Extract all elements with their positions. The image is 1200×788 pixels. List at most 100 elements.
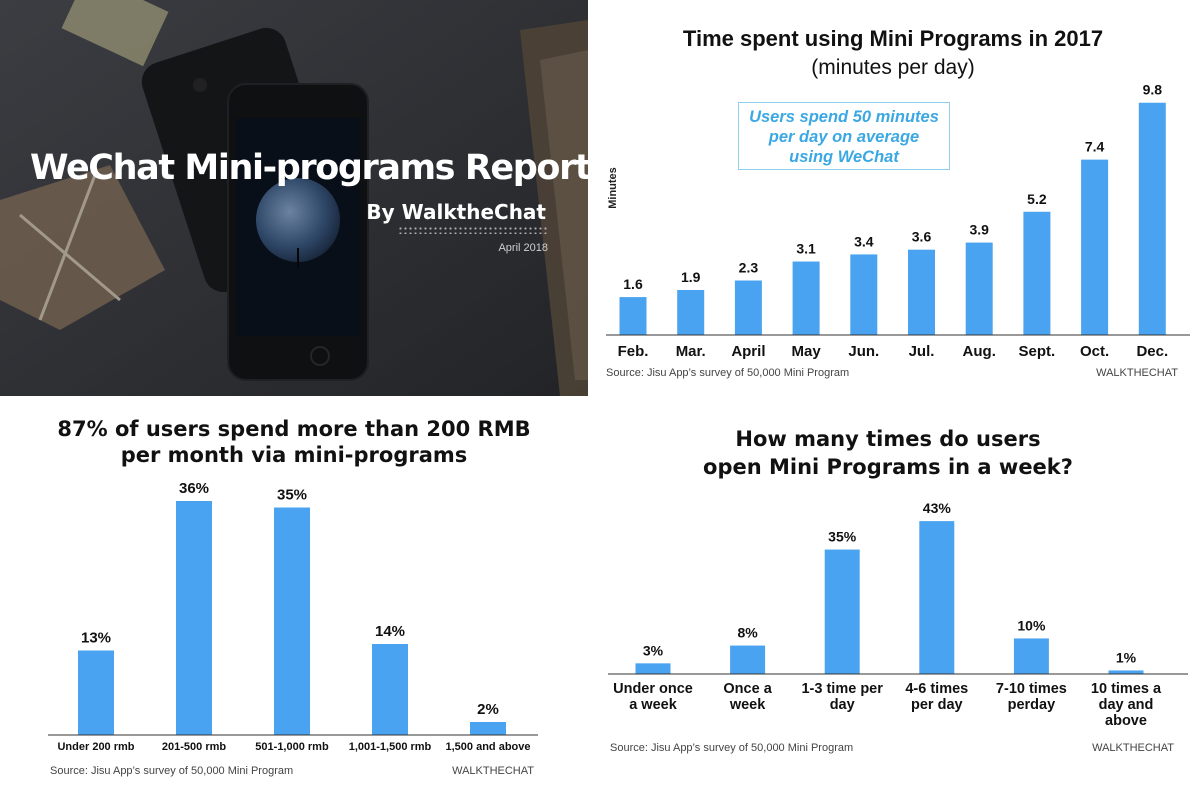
chart-title-line: How many times do users <box>735 427 1040 451</box>
bar <box>919 521 955 674</box>
x-tick-label: day and <box>1099 697 1154 713</box>
x-tick-label: Oct. <box>1080 343 1109 360</box>
data-label: 35% <box>828 529 857 545</box>
x-tick-label: Jul. <box>909 343 935 360</box>
x-tick-label: 1-3 time per <box>801 681 883 697</box>
x-tick-label: Under 200 rmb <box>57 741 134 753</box>
bar <box>470 722 506 735</box>
bar <box>1138 102 1166 336</box>
x-tick-label: Feb. <box>618 343 649 360</box>
x-tick-label: Under once <box>613 681 693 697</box>
bar <box>730 645 766 674</box>
bar <box>965 242 993 335</box>
x-tick-label: Sept. <box>1019 343 1056 360</box>
data-label: 3% <box>643 642 664 658</box>
data-label: 3.1 <box>796 241 816 257</box>
data-label: 1.9 <box>681 269 701 285</box>
open-frequency-chart-panel: How many times do users open Mini Progra… <box>596 404 1200 788</box>
spending-chart: 87% of users spend more than 200 RMB per… <box>48 417 538 777</box>
data-label: 2% <box>477 701 499 718</box>
x-tick-label: May <box>792 343 822 360</box>
brand-label: WALKTHECHAT <box>1096 367 1178 379</box>
bar <box>792 261 820 335</box>
x-tick-label: 10 times a <box>1091 681 1162 697</box>
x-tick-label: above <box>1105 713 1147 729</box>
source-note: Source: Jisu App’s survey of 50,000 Mini… <box>606 367 849 379</box>
bar <box>619 297 647 335</box>
bar <box>1023 211 1051 335</box>
chart-title-line: open Mini Programs in a week? <box>703 455 1073 479</box>
time-spent-chart: Time spent using Mini Programs in 2017 (… <box>606 26 1190 379</box>
x-tick-label: per day <box>911 697 963 713</box>
bar <box>1013 638 1049 674</box>
bar <box>734 280 762 335</box>
x-tick-label: 7-10 times <box>996 681 1067 697</box>
average-usage-callout: Users spend 50 minutes per day on averag… <box>738 102 950 170</box>
bar <box>274 507 310 735</box>
time-spent-chart-panel: Time spent using Mini Programs in 2017 (… <box>596 0 1200 396</box>
chart-subtitle: (minutes per day) <box>811 56 974 79</box>
callout-line: per day on average <box>768 128 920 146</box>
cover-panel: WeChat Mini-programs Report By WalktheCh… <box>0 0 588 396</box>
data-label: 1% <box>1116 649 1137 665</box>
x-tick-label: Dec. <box>1136 343 1168 360</box>
source-note: Source: Jisu App’s survey of 50,000 Mini… <box>50 765 293 777</box>
x-tick-label: 1,001-1,500 rmb <box>349 741 432 753</box>
data-label: 10% <box>1017 617 1046 633</box>
data-label: 14% <box>375 623 405 640</box>
bars-group: 13% Under 200 rmb 36% 201-500 rmb 35% 501-1,0… <box>57 480 530 753</box>
bar <box>78 650 114 735</box>
bar <box>635 663 671 674</box>
x-tick-label: a week <box>629 697 677 713</box>
data-label: 35% <box>277 487 307 504</box>
data-label: 9.8 <box>1143 82 1163 98</box>
x-tick-label: day <box>830 697 855 713</box>
cover-photo <box>0 0 588 396</box>
data-label: 3.6 <box>912 229 932 245</box>
chart-title: Time spent using Mini Programs in 2017 <box>683 26 1103 51</box>
spending-chart-panel: 87% of users spend more than 200 RMB per… <box>0 404 588 788</box>
x-tick-label: April <box>731 343 765 360</box>
x-tick-label: 1,500 and above <box>446 741 531 753</box>
bar <box>677 289 705 335</box>
x-tick-label: 4-6 times <box>905 681 968 697</box>
bar <box>176 501 212 735</box>
chart-title-line: 87% of users spend more than 200 RMB <box>57 417 530 441</box>
open-frequency-chart: How many times do users open Mini Progra… <box>608 427 1188 754</box>
bar <box>372 644 408 735</box>
chart-title-line: per month via mini-programs <box>121 443 468 467</box>
data-label: 43% <box>923 500 952 516</box>
bar <box>1081 159 1109 335</box>
callout-line: using WeChat <box>789 148 899 166</box>
bars-group: 1.6 Feb. 1.9 Mar. 2.3 April 3.1 May 3.4 Jun. 3.6 Ju… <box>618 82 1169 360</box>
source-note: Source: Jisu App’s survey of 50,000 Mini… <box>610 742 853 754</box>
report-title: WeChat Mini-programs Report <box>30 148 588 188</box>
data-label: 2.3 <box>739 259 759 275</box>
y-axis-label: Minutes <box>607 167 619 209</box>
bar <box>908 249 935 335</box>
data-label: 8% <box>737 625 758 641</box>
x-tick-label: week <box>729 697 766 713</box>
report-byline: By WalktheChat <box>366 200 546 224</box>
data-label: 3.9 <box>969 222 989 238</box>
x-tick-label: Aug. <box>963 343 996 360</box>
data-label: 36% <box>179 480 209 497</box>
x-tick-label: Once a <box>723 681 772 697</box>
decorative-dots <box>398 226 548 234</box>
x-tick-label: Jun. <box>848 343 879 360</box>
brand-label: WALKTHECHAT <box>1092 742 1174 754</box>
data-label: 13% <box>81 630 111 647</box>
data-label: 3.4 <box>854 233 874 249</box>
x-tick-label: 201-500 rmb <box>162 741 226 753</box>
x-tick-label: 501-1,000 rmb <box>255 741 329 753</box>
bar <box>1108 670 1144 674</box>
data-label: 1.6 <box>623 276 643 292</box>
data-label: 5.2 <box>1027 191 1047 207</box>
report-date: April 2018 <box>498 242 548 254</box>
data-label: 7.4 <box>1085 139 1105 155</box>
callout-line: Users spend 50 minutes <box>749 108 939 126</box>
brand-label: WALKTHECHAT <box>452 765 534 777</box>
x-tick-label: Mar. <box>676 343 706 360</box>
bar <box>824 549 860 674</box>
